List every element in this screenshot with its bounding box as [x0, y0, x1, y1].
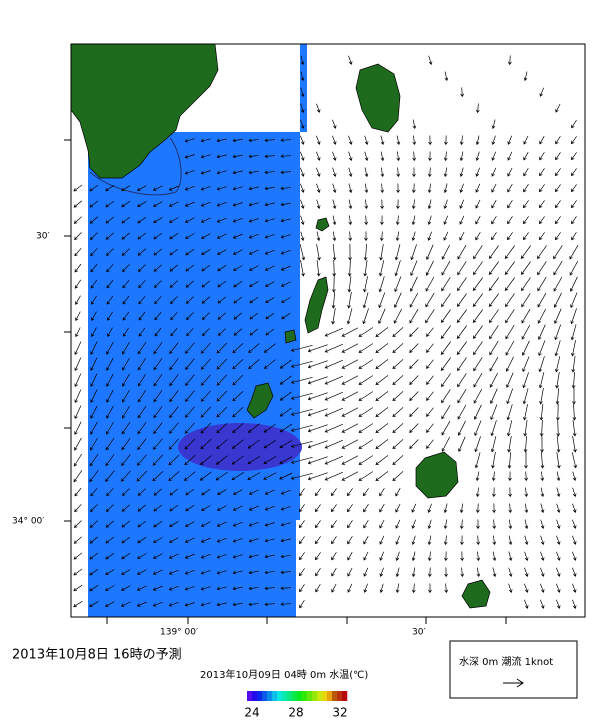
island	[304, 276, 329, 334]
cool-patch	[178, 423, 302, 471]
legend-label: 水深 0m 潮流 1knot	[459, 655, 553, 668]
colorbar-cell	[337, 691, 343, 701]
colorbar-cell	[342, 691, 348, 701]
lat-label: 30′	[36, 232, 50, 242]
colorbar-cell	[252, 691, 258, 701]
lon-label: 139° 00′	[160, 628, 198, 638]
island	[284, 329, 297, 344]
current-vectors	[73, 55, 579, 609]
colorbar-label: 32	[332, 706, 347, 720]
title: 2013年10月8日 16時の予測	[12, 648, 182, 663]
current-arrows	[73, 55, 579, 609]
peninsula	[70, 43, 219, 179]
colorbar-cell	[327, 691, 333, 701]
colorbar-cell	[247, 691, 253, 701]
subtitle: 2013年10月09日 04時 0m 水温(℃)	[200, 668, 368, 681]
colorbar-label: 24	[244, 706, 259, 720]
colorbar-label: 28	[288, 706, 303, 720]
island	[315, 217, 330, 232]
colorbar-cell	[287, 691, 293, 701]
contour	[89, 137, 182, 196]
colorbar-cell	[267, 691, 273, 701]
map-border	[70, 43, 586, 618]
colorbar-cell	[272, 691, 278, 701]
colorbar: 24 28 32	[244, 691, 348, 720]
island	[415, 451, 459, 499]
sea-temperature	[296, 132, 300, 520]
colorbar-cell	[332, 691, 338, 701]
colorbar-cell	[277, 691, 283, 701]
colorbar-cell	[282, 691, 288, 701]
land	[70, 43, 491, 609]
colorbar-cell	[317, 691, 323, 701]
island	[355, 63, 401, 133]
map-frame	[64, 43, 586, 624]
colorbar-cell	[257, 691, 263, 701]
colorbar-cell	[302, 691, 308, 701]
colorbar-cell	[297, 691, 303, 701]
lat-label: 34° 00′	[12, 517, 44, 527]
colorbar-cell	[307, 691, 313, 701]
sea-temperature	[88, 132, 296, 617]
graticule-ticks	[64, 139, 507, 624]
lon-label: 30′	[412, 628, 426, 638]
colorbar-cell	[322, 691, 328, 701]
island	[461, 579, 491, 609]
colorbar-cell	[262, 691, 268, 701]
sea-temperature	[300, 44, 307, 132]
legend: 水深 0m 潮流 1knot	[449, 640, 578, 699]
island	[246, 382, 274, 419]
legend-arrow	[503, 678, 524, 688]
legend-box	[449, 640, 578, 699]
colorbar-cell	[292, 691, 298, 701]
colorbar-cell	[312, 691, 318, 701]
